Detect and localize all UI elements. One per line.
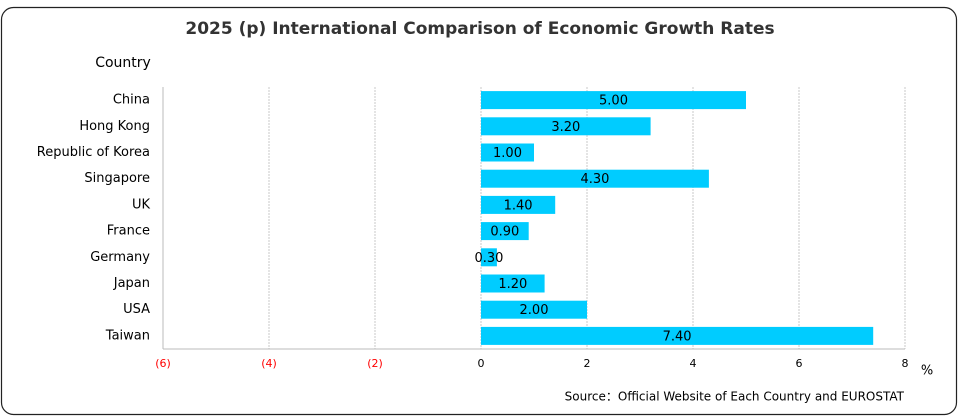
value-label: 4.30 [580, 172, 609, 187]
x-tick-label: 4 [690, 357, 697, 370]
chart-title: 2025 (p) International Comparison of Eco… [185, 19, 774, 39]
bar [481, 222, 529, 241]
y-axis-label: Country [95, 55, 151, 71]
x-tick-label: 6 [796, 357, 803, 370]
bar [481, 169, 709, 188]
bar [481, 143, 534, 162]
x-tick-label: (6) [155, 357, 171, 370]
bar [481, 326, 874, 345]
y-tick-label: Hong Kong [79, 119, 150, 134]
x-tick-label: 2 [584, 357, 591, 370]
bar [481, 300, 587, 319]
y-tick-label: USA [123, 302, 150, 317]
y-tick-label: France [107, 224, 150, 239]
y-tick-label: Republic of Korea [37, 145, 150, 160]
y-tick-label: Germany [90, 250, 150, 265]
bar [481, 91, 746, 110]
value-label: 0.90 [490, 225, 519, 240]
bar [481, 195, 556, 214]
y-tick-label: Japan [113, 276, 150, 291]
x-tick-label: 8 [902, 357, 909, 370]
bar [481, 248, 497, 267]
source: Source：Official Website of Each Country … [565, 390, 905, 404]
y-tick-label: UK [132, 197, 151, 212]
bar [481, 117, 651, 136]
y-tick-label: Singapore [84, 171, 150, 186]
y-tick-label: China [113, 93, 150, 108]
x-tick-label: 0 [478, 357, 485, 370]
value-label: 5.00 [599, 94, 628, 109]
value-label: 7.40 [663, 329, 692, 344]
value-label: 2.00 [520, 303, 549, 318]
y-tick-label: Taiwan [105, 328, 150, 343]
frame [0, 6, 958, 416]
value-label: 3.20 [551, 120, 580, 135]
value-label: 1.00 [493, 146, 522, 161]
value-label: 0.30 [474, 251, 503, 266]
value-label: 1.20 [498, 277, 527, 292]
bar [481, 274, 545, 293]
x-axis-label: % [921, 364, 933, 379]
x-tick-label: (2) [367, 357, 383, 370]
x-tick-label: (4) [261, 357, 277, 370]
value-label: 1.40 [504, 198, 533, 213]
